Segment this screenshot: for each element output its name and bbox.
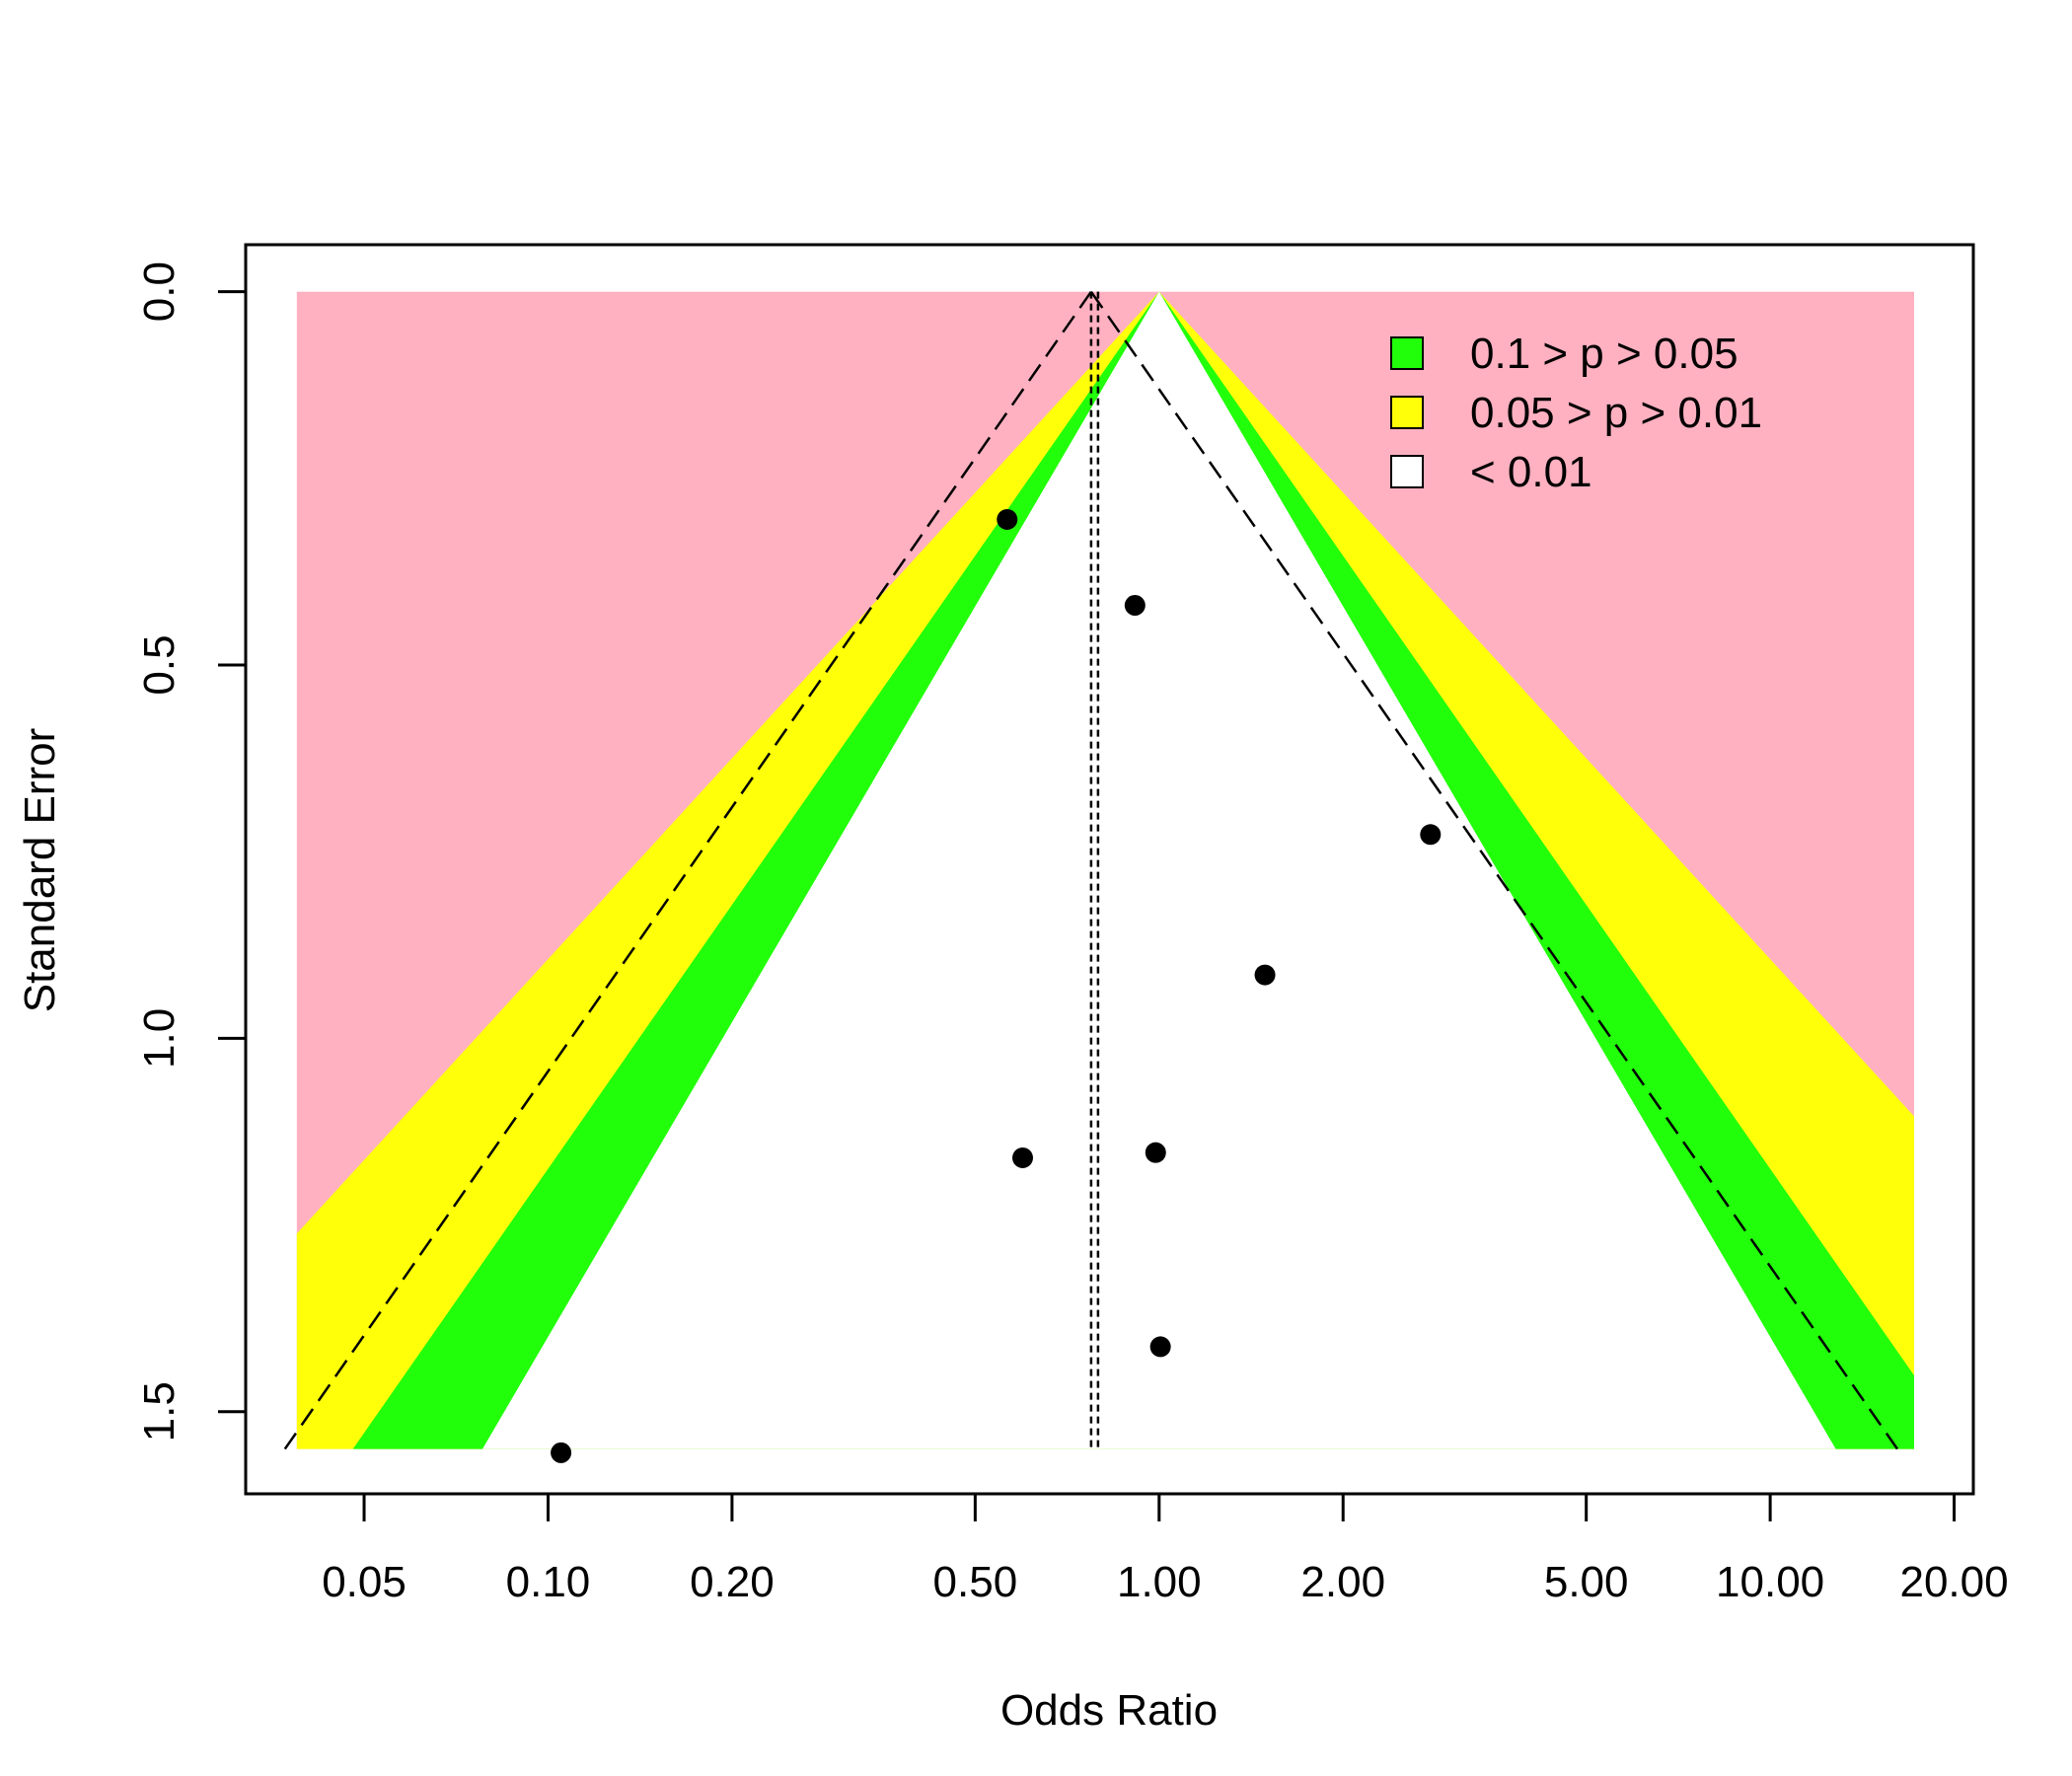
x-tick-label-6: 2.00 [1300, 1558, 1385, 1606]
x-tick-label-1: 0.05 [322, 1558, 407, 1606]
x-tick-label-2: 0.10 [506, 1558, 591, 1606]
significance-contours [296, 291, 1914, 1449]
region-p-below-0.01 [481, 291, 1836, 1449]
y-tick-label-4: 1.5 [135, 1381, 184, 1442]
y-axis-label: Standard Error [16, 728, 64, 1013]
study-point-5 [1011, 1147, 1033, 1168]
legend-swatch-2 [1390, 396, 1424, 429]
x-axis-label: Odds Ratio [1000, 1686, 1218, 1735]
y-tick-label-3: 1.0 [135, 1008, 184, 1069]
study-point-8 [551, 1442, 572, 1463]
legend-swatch-3 [1390, 455, 1424, 488]
x-tick-label-5: 1.00 [1117, 1558, 1202, 1606]
legend-swatch-1 [1390, 336, 1424, 370]
x-tick-label-7: 5.00 [1544, 1558, 1629, 1606]
x-tick-label-8: 10.00 [1716, 1558, 1824, 1606]
reference-lines [283, 290, 1899, 1450]
x-axis: 0.05 0.10 0.20 0.50 1.00 2.00 5.00 10.00 20.00 [322, 1492, 2009, 1606]
y-tick-label-2: 0.5 [135, 634, 184, 695]
study-points [551, 508, 1442, 1463]
y-axis: 0.0 0.5 1.0 1.5 [135, 261, 248, 1442]
study-point-3 [1420, 824, 1442, 846]
study-point-7 [1149, 1336, 1171, 1358]
legend-label-2: 0.05 > p > 0.01 [1470, 389, 1762, 437]
y-tick-label-1: 0.0 [135, 261, 184, 322]
x-tick-label-9: 20.00 [1899, 1558, 2008, 1606]
study-point-4 [1254, 964, 1276, 986]
study-point-6 [1145, 1142, 1166, 1163]
legend: 0.1 > p > 0.05 0.05 > p > 0.01 < 0.01 [1390, 330, 1762, 496]
study-point-2 [1124, 594, 1146, 616]
x-tick-label-4: 0.50 [933, 1558, 1018, 1606]
x-tick-label-3: 0.20 [690, 1558, 775, 1606]
legend-label-3: < 0.01 [1470, 448, 1592, 496]
legend-label-1: 0.1 > p > 0.05 [1470, 330, 1739, 378]
study-point-1 [997, 508, 1018, 530]
